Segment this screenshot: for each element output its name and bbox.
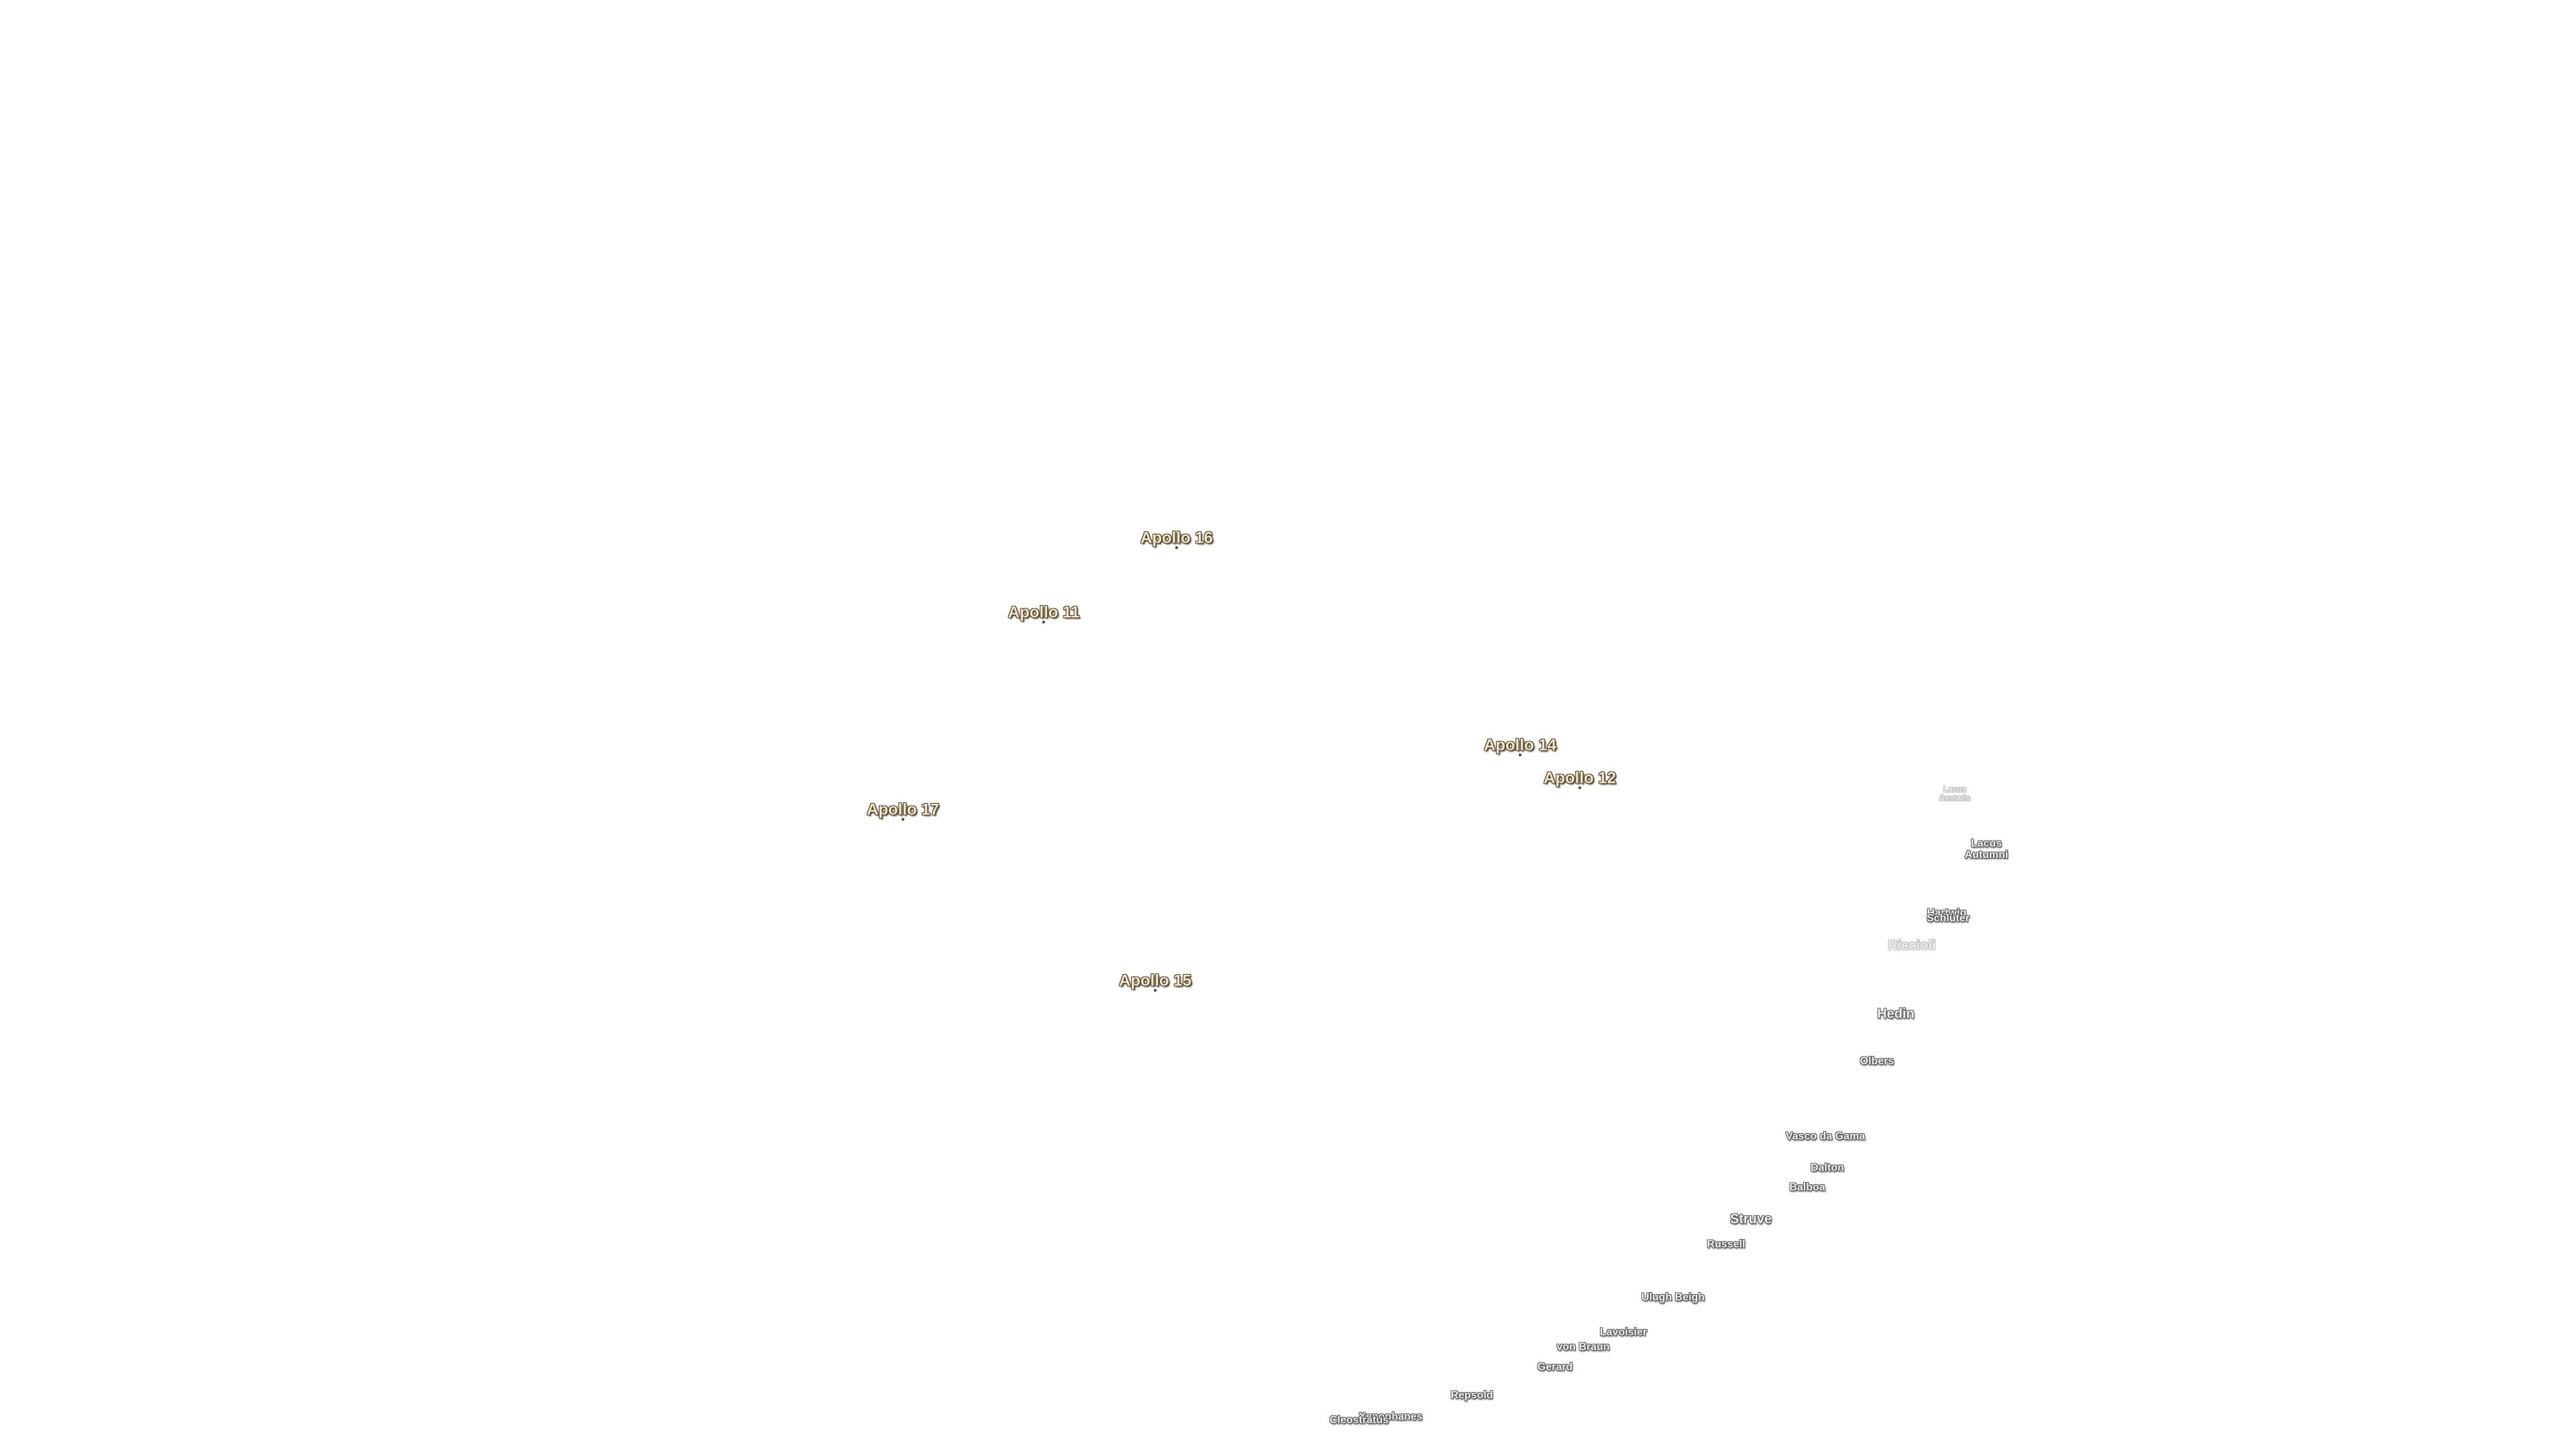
landing-site[interactable]: Apollo 16 xyxy=(1140,529,1214,549)
feature-label[interactable]: Lavoisier xyxy=(1599,1326,1648,1338)
feature-label[interactable]: Balboa xyxy=(1789,1181,1825,1193)
feature-label[interactable]: Xenophanes xyxy=(1358,1411,1423,1423)
landing-site[interactable]: Apollo 17 xyxy=(866,800,940,821)
landing-site[interactable]: Apollo 14 xyxy=(1483,736,1557,757)
feature-label[interactable]: Struve xyxy=(1729,1212,1772,1227)
feature-label[interactable]: Schlüter xyxy=(1926,912,1970,924)
feature-label[interactable]: Lacus Autumni xyxy=(1964,838,2008,861)
feature-label[interactable]: Lacus Aestatis xyxy=(1939,784,1971,802)
feature-label[interactable]: Vasco da Gama xyxy=(1785,1130,1866,1142)
feature-label[interactable]: von Braun xyxy=(1556,1341,1610,1353)
feature-label[interactable]: Ulugh Beigh xyxy=(1641,1291,1705,1303)
landing-site[interactable]: Apollo 12 xyxy=(1543,769,1617,790)
feature-label[interactable]: Riccioli xyxy=(1888,938,1936,953)
landing-site[interactable]: Apollo 11 xyxy=(1008,603,1080,624)
feature-label[interactable]: Olbers xyxy=(1860,1055,1894,1067)
feature-label[interactable]: Hedin xyxy=(1877,1006,1915,1022)
landing-site[interactable]: Apollo 15 xyxy=(1118,971,1192,992)
feature-label[interactable]: Repsold xyxy=(1450,1389,1493,1401)
feature-label[interactable]: Hartwig xyxy=(1927,907,1967,919)
feature-label[interactable]: Cleostratus xyxy=(1329,1414,1389,1426)
feature-label[interactable]: Gerard xyxy=(1537,1361,1573,1373)
feature-label[interactable]: Dalton xyxy=(1811,1162,1844,1174)
feature-label[interactable]: Russell xyxy=(1707,1238,1746,1250)
